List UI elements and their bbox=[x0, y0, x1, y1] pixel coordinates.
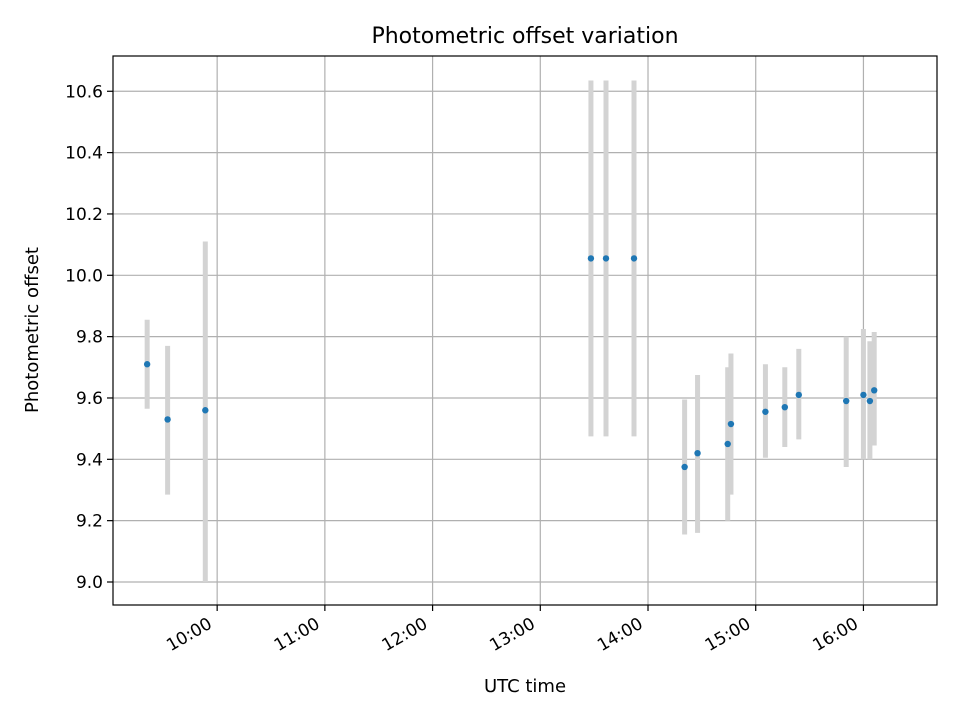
data-point bbox=[630, 255, 638, 262]
data-point bbox=[860, 391, 867, 399]
x-tick-label: 11:00 bbox=[271, 614, 323, 656]
grid bbox=[113, 56, 937, 605]
data-point bbox=[602, 255, 610, 262]
chart-title: Photometric offset variation bbox=[371, 24, 678, 49]
y-axis-label: Photometric offset bbox=[22, 247, 43, 413]
y-tick-label: 9.8 bbox=[76, 328, 103, 348]
data-point bbox=[781, 403, 789, 411]
data-point bbox=[164, 416, 171, 423]
x-tick-label: 13:00 bbox=[486, 614, 538, 656]
x-axis-label: UTC time bbox=[484, 676, 566, 697]
data-point bbox=[202, 407, 209, 414]
data-point bbox=[762, 408, 769, 415]
data-point bbox=[842, 397, 850, 405]
x-tick-label: 15:00 bbox=[702, 614, 754, 656]
errorbars bbox=[144, 80, 877, 582]
x-tick-label: 10:00 bbox=[163, 614, 215, 656]
data-point bbox=[866, 397, 874, 405]
data-point bbox=[727, 420, 735, 428]
x-tick-label: 16:00 bbox=[809, 614, 861, 656]
y-tick-label: 9.4 bbox=[76, 450, 103, 470]
data-point bbox=[587, 255, 595, 262]
y-tick-label: 9.6 bbox=[76, 389, 103, 409]
x-tick-label: 14:00 bbox=[594, 614, 646, 656]
data-point bbox=[724, 440, 731, 448]
y-tick-label: 10.0 bbox=[65, 266, 103, 286]
plot-frame bbox=[112, 55, 938, 606]
data-point bbox=[871, 387, 878, 394]
y-tick-label: 9.0 bbox=[76, 573, 103, 593]
y-tick-label: 10.4 bbox=[65, 144, 103, 164]
x-tick-label: 12:00 bbox=[379, 614, 431, 656]
data-points bbox=[143, 255, 878, 471]
data-point bbox=[681, 463, 688, 471]
y-axis-ticks: 9.0 9.2 9.4 9.6 9.8 10.0 10.2 10.4 10.6 bbox=[65, 82, 113, 593]
data-point bbox=[143, 361, 151, 368]
y-tick-label: 10.2 bbox=[65, 205, 103, 225]
y-tick-label: 9.2 bbox=[76, 512, 103, 532]
data-point bbox=[795, 391, 803, 399]
x-axis-ticks: 10:00 11:00 12:00 13:00 14:00 15:00 16:00 bbox=[163, 605, 865, 656]
y-tick-label: 10.6 bbox=[65, 82, 103, 102]
data-point bbox=[694, 449, 701, 457]
